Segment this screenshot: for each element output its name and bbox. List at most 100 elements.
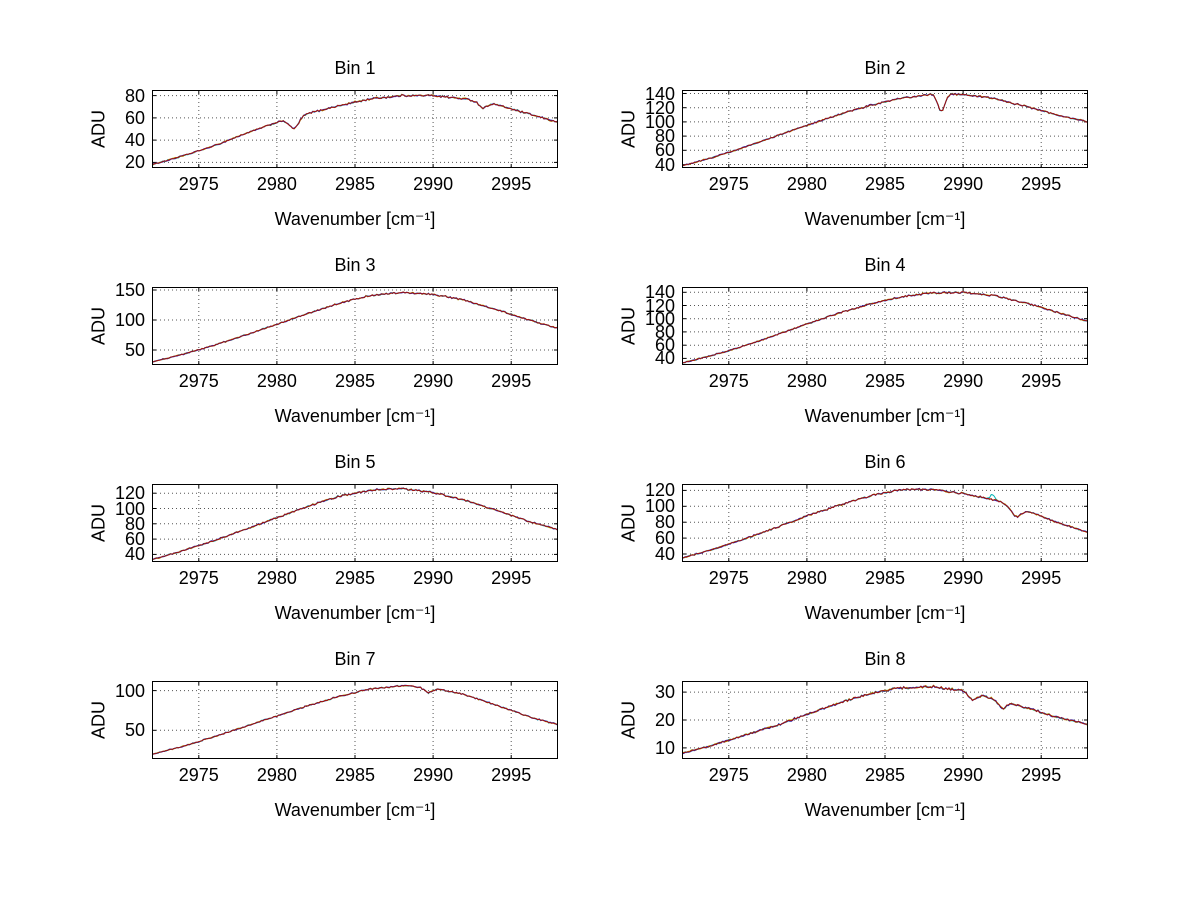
subplot-bin-3: Bin 3 ADU 50 100 150 2975 2980 2985 2990 2995 … <box>77 252 597 448</box>
x-axis-label: Wavenumber [cm⁻¹] <box>274 406 436 426</box>
y-tick-label: 30 <box>654 682 675 703</box>
y-tick-label: 40 <box>124 130 145 151</box>
x-axis-label: Wavenumber [cm⁻¹] <box>274 209 436 229</box>
x-tick-label: 2990 <box>413 174 454 194</box>
axis-box <box>152 287 558 365</box>
x-tick-label: 2990 <box>943 371 984 391</box>
y-tick-label: 80 <box>124 513 145 534</box>
x-tick-label: 2975 <box>178 371 219 391</box>
y-tick-label: 60 <box>654 140 675 161</box>
y-tick-label: 140 <box>644 83 675 104</box>
x-tick-label: 2975 <box>708 371 749 391</box>
subplot-bin-6: Bin 6 ADU 40 60 80 100 120 2975 2980 2985 2990 2… <box>607 449 1127 645</box>
data-line <box>682 487 1088 559</box>
data-line <box>682 291 1088 364</box>
y-tick-label: 40 <box>654 544 675 564</box>
x-tick-label: 2985 <box>334 568 376 588</box>
subplot-bin-2: Bin 2 ADU 40 60 80 100 120 140 2975 2980 2985 29… <box>607 55 1127 251</box>
y-tick-label: 100 <box>644 111 675 132</box>
data-line <box>152 291 558 363</box>
subplot-title: Bin 4 <box>864 255 906 275</box>
y-tick-label: 80 <box>654 512 675 533</box>
subplot-bin-1: Bin 1 ADU 20 40 60 80 2975 2980 2985 2990 2995 … <box>77 55 597 251</box>
y-tick-label: 140 <box>644 282 675 303</box>
plot-canvas <box>682 287 1088 365</box>
x-tick-label: 2995 <box>1021 174 1062 194</box>
y-tick-label: 60 <box>654 335 675 356</box>
x-tick-label: 2975 <box>708 765 749 785</box>
x-tick-label: 2995 <box>491 371 532 391</box>
x-axis-label: Wavenumber [cm⁻¹] <box>274 800 436 820</box>
subplot-title: Bin 7 <box>334 649 376 669</box>
x-tick-label: 2990 <box>943 765 984 785</box>
x-tick-label: 2990 <box>943 174 984 194</box>
x-tick-labels: 2975 2980 2985 2990 2995 <box>152 365 558 391</box>
axis-box <box>152 90 558 168</box>
x-tick-labels: 2975 2980 2985 2990 2995 <box>682 562 1088 588</box>
y-tick-label: 100 <box>644 496 675 517</box>
y-tick-label: 20 <box>654 710 675 730</box>
data-line <box>152 684 558 756</box>
plot-canvas <box>682 484 1088 562</box>
x-tick-label: 2995 <box>491 568 532 588</box>
x-tick-label: 2980 <box>256 371 297 391</box>
subplot-title: Bin 1 <box>334 58 376 78</box>
data-line <box>682 488 1088 559</box>
x-axis-label: Wavenumber [cm⁻¹] <box>804 406 966 426</box>
y-tick-label: 100 <box>114 310 145 330</box>
x-tick-labels: 2975 2980 2985 2990 2995 <box>152 168 558 194</box>
x-tick-label: 2995 <box>1021 765 1062 785</box>
subplot-title: Bin 6 <box>864 452 906 472</box>
x-tick-label: 2975 <box>178 765 219 785</box>
y-tick-label: 120 <box>644 97 675 118</box>
y-tick-labels: 20 40 60 80 <box>77 86 145 173</box>
x-tick-label: 2985 <box>864 765 906 785</box>
x-axis-label: Wavenumber [cm⁻¹] <box>804 209 966 229</box>
data-line <box>152 685 558 755</box>
x-tick-label: 2985 <box>864 568 906 588</box>
x-tick-labels: 2975 2980 2985 2990 2995 <box>152 562 558 588</box>
x-tick-label: 2980 <box>256 765 297 785</box>
y-tick-label: 80 <box>124 85 145 106</box>
x-tick-label: 2985 <box>334 765 376 785</box>
axis-box <box>682 287 1088 365</box>
axis-box <box>682 484 1088 562</box>
x-tick-label: 2980 <box>786 174 827 194</box>
x-tick-label: 2985 <box>334 371 376 391</box>
x-tick-label: 2975 <box>708 174 749 194</box>
data-line <box>152 684 558 755</box>
x-tick-label: 2980 <box>256 568 297 588</box>
y-tick-label: 120 <box>644 295 675 316</box>
x-tick-label: 2975 <box>178 568 219 588</box>
y-tick-labels: 50 100 <box>77 681 145 759</box>
data-line <box>152 94 558 166</box>
y-tick-label: 100 <box>114 498 145 519</box>
x-tick-labels: 2975 2980 2985 2990 2995 <box>682 168 1088 194</box>
x-axis-label: Wavenumber [cm⁻¹] <box>804 603 966 623</box>
y-tick-labels: 40 60 80 100 120 140 <box>607 84 675 175</box>
x-tick-label: 2980 <box>786 568 827 588</box>
x-tick-labels: 2975 2980 2985 2990 2995 <box>682 759 1088 785</box>
subplot-bin-7: Bin 7 ADU 50 100 2975 2980 2985 2990 2995 Wav… <box>77 646 597 842</box>
y-tick-label: 50 <box>124 340 145 360</box>
data-line <box>152 487 558 561</box>
x-tick-label: 2980 <box>786 371 827 391</box>
x-tick-label: 2975 <box>708 568 749 588</box>
x-tick-label: 2995 <box>491 765 532 785</box>
data-line <box>682 488 1088 559</box>
x-tick-label: 2985 <box>864 174 906 194</box>
plot-canvas <box>682 90 1088 168</box>
y-tick-label: 10 <box>654 737 675 758</box>
y-tick-labels: 40 60 80 100 120 140 <box>607 282 675 368</box>
x-tick-label: 2990 <box>943 568 984 588</box>
x-tick-label: 2985 <box>334 174 376 194</box>
x-axis-label: Wavenumber [cm⁻¹] <box>804 800 966 820</box>
subplot-title: Bin 3 <box>334 255 376 275</box>
axis-box <box>682 681 1088 759</box>
axis-box <box>152 681 558 759</box>
y-tick-label: 100 <box>114 680 145 701</box>
y-tick-label: 50 <box>124 720 145 741</box>
y-tick-label: 40 <box>124 544 145 565</box>
y-tick-label: 80 <box>654 126 675 147</box>
